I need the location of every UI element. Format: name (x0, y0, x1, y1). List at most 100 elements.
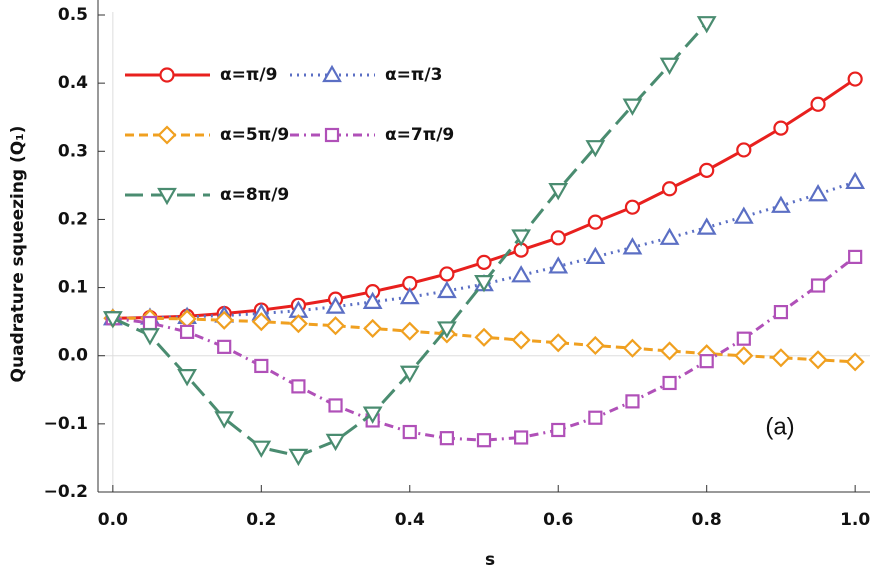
marker (177, 369, 197, 387)
y-tick-label: 0.0 (58, 346, 88, 366)
marker (159, 67, 175, 83)
marker (622, 338, 643, 358)
marker (511, 330, 531, 350)
y-tick-label: 0.2 (58, 209, 88, 229)
marker (251, 312, 271, 332)
marker (660, 341, 680, 361)
marker (288, 314, 308, 334)
plot-area (102, 16, 866, 467)
marker (436, 280, 457, 299)
marker (848, 249, 863, 265)
marker (436, 321, 457, 339)
marker (399, 365, 420, 383)
y-tick-label: −0.2 (44, 482, 88, 502)
legend-label: α=π/9 (220, 65, 277, 85)
marker (625, 394, 640, 409)
marker (548, 183, 569, 201)
x-axis-label: s (485, 550, 495, 570)
marker (476, 254, 492, 270)
marker (659, 57, 680, 75)
marker (511, 265, 532, 283)
marker (325, 433, 346, 452)
marker (847, 71, 863, 87)
marker (322, 64, 342, 83)
marker (291, 379, 306, 394)
y-tick-label: 0.1 (58, 278, 88, 298)
marker (102, 311, 123, 329)
marker (251, 440, 272, 458)
marker (399, 286, 420, 305)
marker (550, 230, 566, 246)
marker (845, 352, 865, 372)
marker (810, 96, 826, 112)
marker (179, 324, 195, 339)
marker (736, 331, 751, 346)
marker (699, 162, 715, 178)
marker (736, 142, 752, 158)
series-line (112, 255, 857, 442)
marker (771, 348, 791, 368)
marker (771, 195, 791, 213)
marker (734, 346, 754, 366)
legend-label: α=π/3 (385, 65, 442, 85)
marker (324, 127, 340, 143)
x-tick-label: 1.0 (840, 510, 870, 530)
marker (402, 424, 417, 440)
marker (157, 125, 177, 145)
y-tick-label: 0.3 (58, 141, 88, 161)
marker (214, 310, 234, 330)
marker (400, 321, 420, 341)
marker (699, 354, 714, 369)
marker (474, 275, 494, 293)
marker (622, 237, 643, 255)
x-tick-label: 0.2 (246, 510, 276, 530)
marker (696, 217, 717, 235)
marker (217, 339, 232, 354)
marker (439, 431, 454, 446)
marker (476, 433, 492, 448)
marker (362, 291, 383, 309)
y-axis-label: Quadrature squeezing (Q₁) (8, 126, 28, 383)
marker (659, 227, 680, 245)
marker (325, 316, 346, 336)
marker (696, 16, 717, 34)
marker (622, 98, 643, 116)
marker (288, 448, 309, 467)
marker (142, 315, 158, 331)
marker (845, 171, 866, 190)
marker (551, 422, 566, 438)
marker (511, 229, 532, 247)
legend-label: α=7π/9 (385, 125, 454, 145)
y-tick-label: 0.4 (58, 73, 88, 93)
marker (585, 140, 606, 158)
marker (328, 398, 343, 413)
marker (474, 327, 494, 347)
marker (624, 199, 641, 215)
marker (661, 181, 678, 197)
marker (585, 335, 605, 356)
marker (214, 411, 235, 429)
y-tick-label: −0.1 (44, 414, 88, 434)
marker (157, 187, 177, 206)
marker (662, 375, 677, 391)
marker (439, 266, 455, 282)
marker (773, 120, 789, 136)
marker (548, 256, 569, 274)
marker (773, 305, 789, 320)
marker (587, 214, 603, 230)
marker (514, 430, 529, 445)
marker (140, 328, 160, 346)
x-tick-label: 0.0 (98, 510, 128, 530)
x-tick-label: 0.4 (395, 510, 425, 530)
marker (254, 358, 269, 374)
marker (585, 246, 606, 265)
x-tick-label: 0.6 (543, 510, 573, 530)
series-line (112, 22, 708, 458)
y-tick-label: 0.5 (58, 5, 88, 25)
marker (588, 410, 603, 425)
legend-label: α=8π/9 (220, 185, 289, 205)
marker (363, 318, 383, 339)
marker (733, 206, 754, 224)
legend-label: α=5π/9 (220, 125, 289, 145)
